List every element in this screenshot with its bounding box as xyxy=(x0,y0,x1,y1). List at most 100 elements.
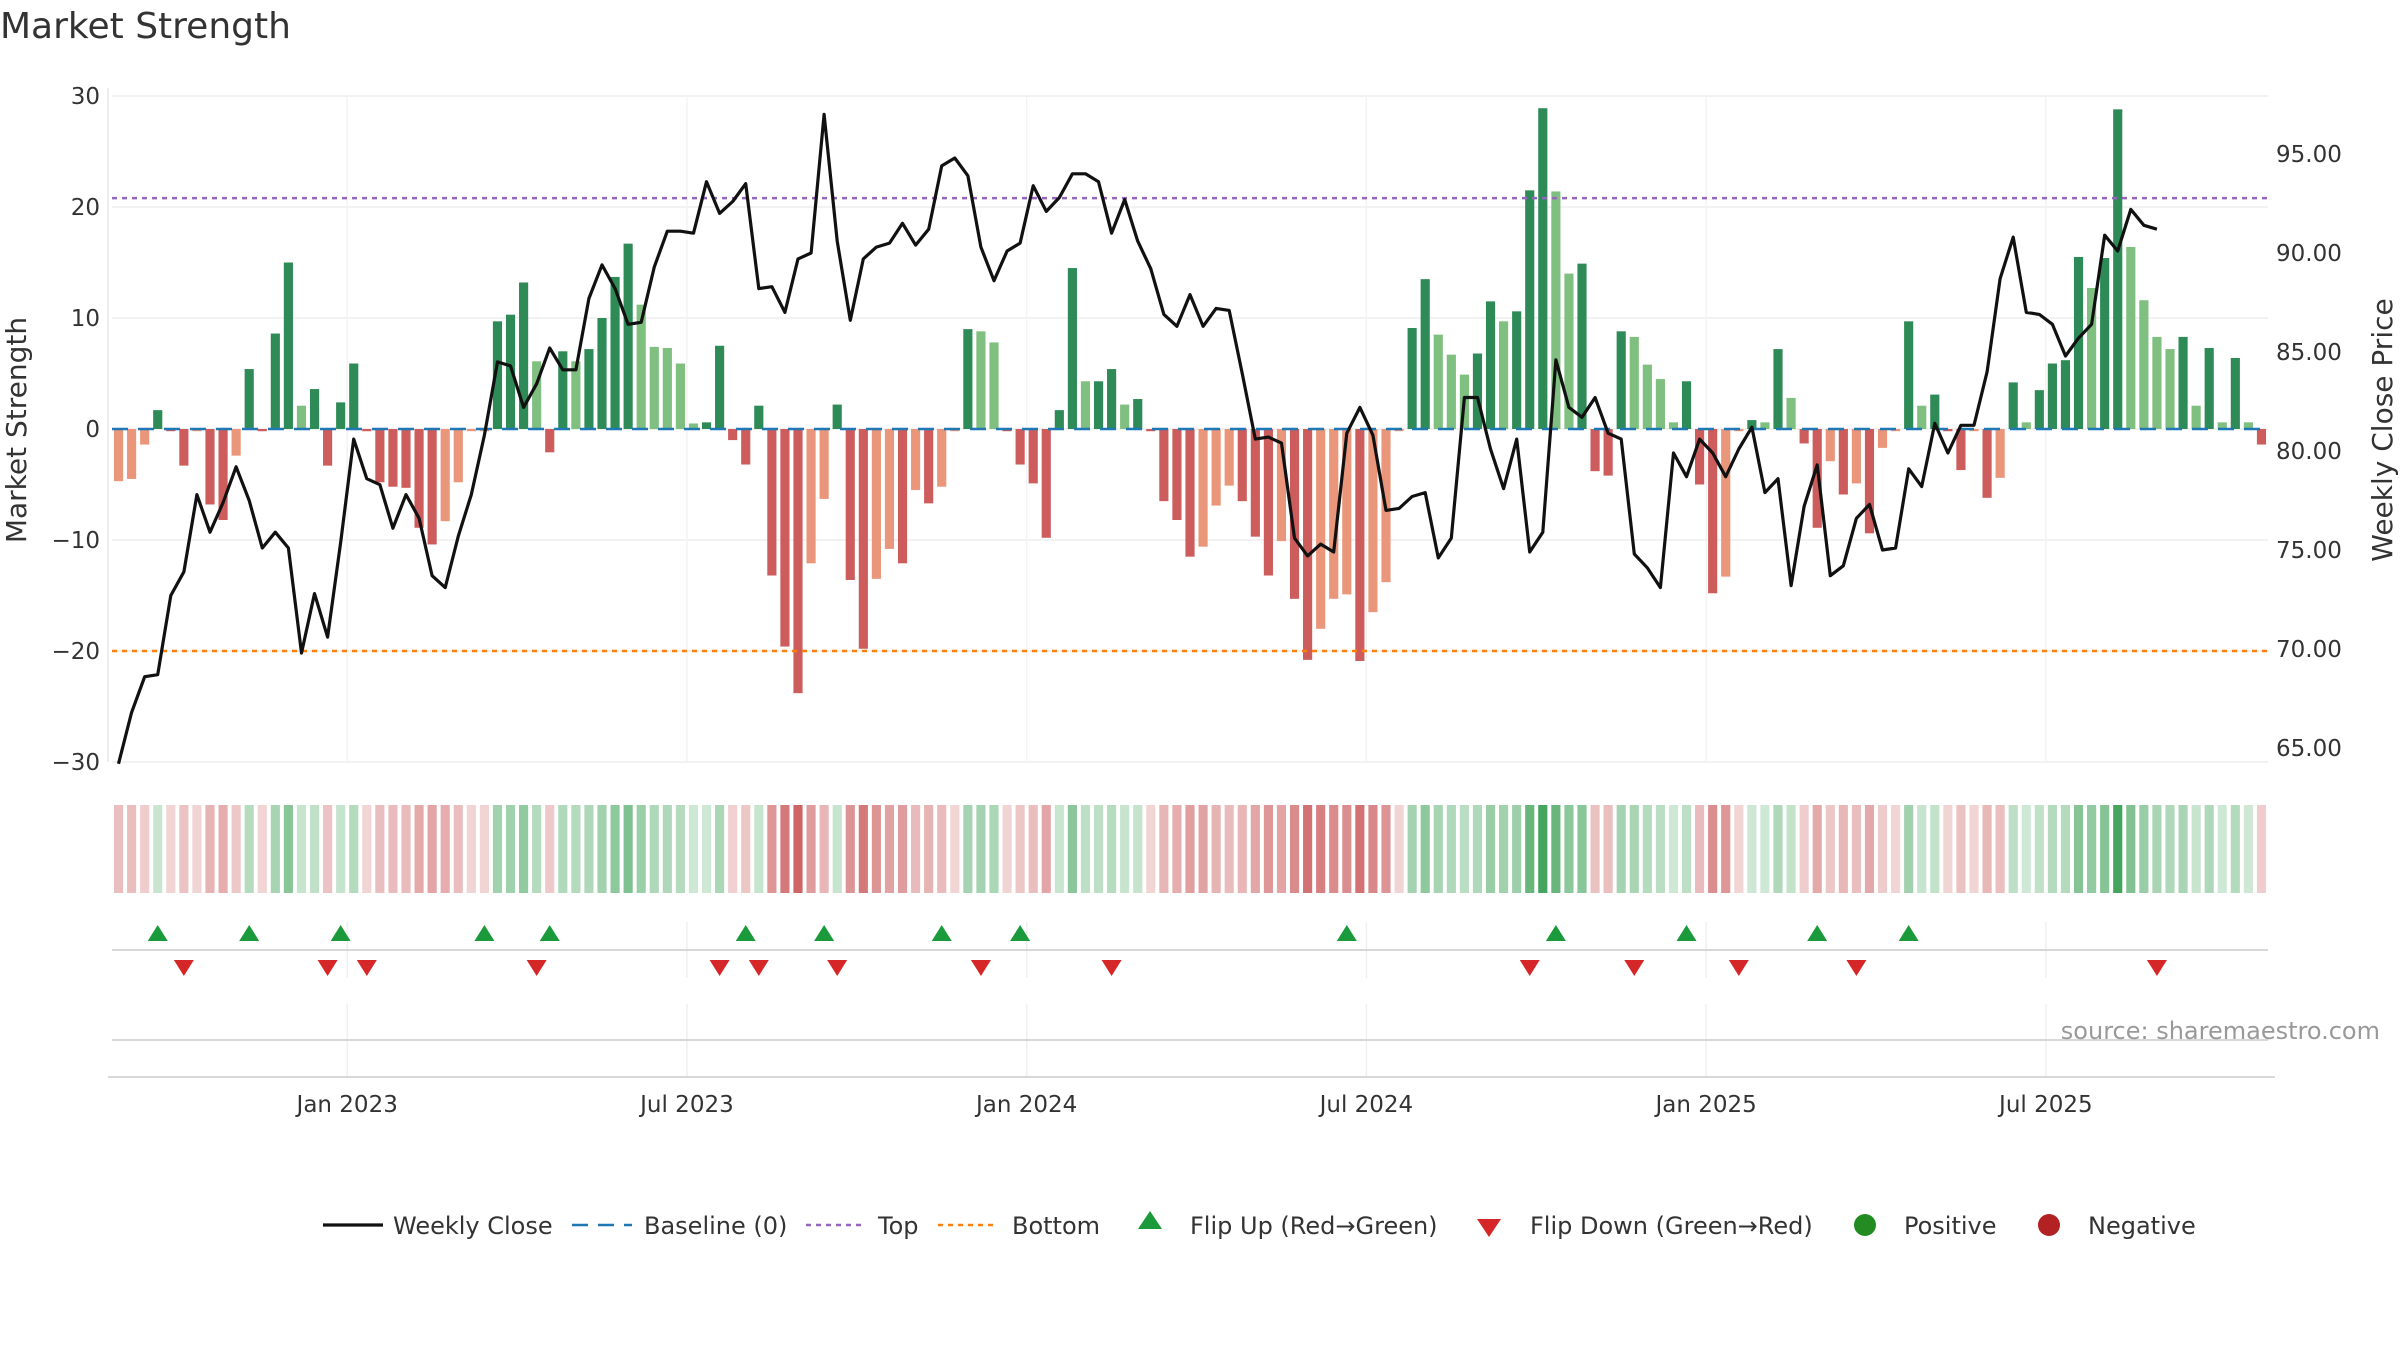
heat-cell xyxy=(1877,805,1888,893)
strength-bar xyxy=(832,404,842,429)
heat-cell xyxy=(610,805,620,893)
heat-cell xyxy=(1786,805,1796,893)
strength-bar xyxy=(662,347,672,429)
legend-label: Top xyxy=(877,1212,919,1240)
heat-cell xyxy=(1407,805,1417,893)
heat-cell xyxy=(113,805,124,893)
heat-cell xyxy=(336,805,346,893)
heat-cell xyxy=(1342,805,1352,893)
strength-bar xyxy=(1982,429,1992,498)
heat-cell xyxy=(1172,805,1182,893)
strength-bar xyxy=(1224,429,1234,486)
strength-bar xyxy=(2191,405,2201,429)
heat-cell xyxy=(2113,805,2123,893)
heat-cell xyxy=(793,805,803,893)
weekly-close-line-group xyxy=(116,112,2158,765)
heat-cell xyxy=(1237,805,1247,893)
y-tick-label: 10 xyxy=(71,306,100,332)
flip-up-marker xyxy=(330,925,351,941)
heat-cell xyxy=(2204,805,2214,893)
strength-bar xyxy=(2100,258,2110,429)
heat-cell xyxy=(492,805,503,893)
flip-down-marker xyxy=(1846,960,1867,976)
flip-down-marker xyxy=(2146,960,2167,976)
strength-bar xyxy=(963,329,973,429)
strength-bar xyxy=(1708,429,1718,594)
strength-bar xyxy=(1211,429,1221,506)
strength-bar xyxy=(427,429,437,545)
heat-cell xyxy=(976,805,986,893)
strength-bar xyxy=(858,429,868,649)
strength-bar xyxy=(1407,327,1417,429)
heat-cell xyxy=(1603,805,1613,893)
strength-bar xyxy=(1760,422,1770,429)
heat-cell xyxy=(1851,805,1861,893)
heat-cell xyxy=(597,805,607,893)
flip-down-marker xyxy=(748,960,769,976)
heat-cell xyxy=(584,805,594,893)
heat-cell xyxy=(1041,805,1051,893)
strength-bar xyxy=(2060,360,2071,429)
heat-cell xyxy=(2126,805,2136,893)
heat-cell xyxy=(1093,805,1104,893)
legend-label: Bottom xyxy=(1012,1212,1100,1240)
heat-cell xyxy=(153,805,163,893)
legend-swatch xyxy=(1138,1211,1162,1229)
x-tick-label: Jan 2023 xyxy=(295,1092,398,1118)
strength-bar xyxy=(1681,381,1692,429)
heat-cell xyxy=(1146,805,1156,893)
heat-cell xyxy=(1067,805,1077,893)
strength-bar xyxy=(1603,429,1613,476)
legend-swatch xyxy=(2038,1214,2060,1236)
heat-cell xyxy=(127,805,137,893)
y-tick-label: 0 xyxy=(85,417,100,443)
strength-bar xyxy=(1015,429,1025,465)
strength-bar xyxy=(1747,420,1757,429)
heat-cell xyxy=(989,805,999,893)
flip-down-marker xyxy=(1624,960,1645,976)
strength-bar xyxy=(1485,301,1496,429)
strength-bar xyxy=(2073,256,2084,429)
legend-item: Weekly Close xyxy=(323,1212,553,1240)
flip-up-marker xyxy=(474,925,495,941)
strength-bar xyxy=(1930,394,1940,429)
strength-bar xyxy=(1080,381,1091,429)
heat-cell xyxy=(924,805,934,893)
strength-bar xyxy=(649,346,659,429)
heat-cell xyxy=(270,805,280,893)
heat-cell xyxy=(871,805,881,893)
strength-bar xyxy=(937,429,947,487)
heat-cell xyxy=(1472,805,1483,893)
heat-cell xyxy=(701,805,712,893)
strength-bar xyxy=(2230,357,2240,429)
y-axis-title: Market Strength xyxy=(0,317,33,543)
heat-cell xyxy=(2087,805,2097,893)
heat-cell xyxy=(1185,805,1195,893)
legend-label: Positive xyxy=(1904,1212,1997,1240)
heat-cell xyxy=(2100,805,2110,893)
strength-bar xyxy=(2243,422,2253,429)
flip-up-marker xyxy=(1010,925,1031,941)
y-tick-label: −10 xyxy=(51,528,100,554)
strength-bar xyxy=(1303,429,1313,660)
heat-cell xyxy=(963,805,973,893)
heat-cell xyxy=(2152,805,2162,893)
strength-bar xyxy=(440,429,450,522)
y2-tick-label: 85.00 xyxy=(2276,340,2342,366)
strength-bar xyxy=(323,429,333,466)
heat-cell xyxy=(937,805,947,893)
heat-cell xyxy=(2178,805,2188,893)
strength-bar xyxy=(336,402,346,429)
heat-cell xyxy=(1289,805,1300,893)
strength-bar xyxy=(453,429,463,483)
strength-bar xyxy=(1093,381,1104,429)
heat-cell xyxy=(140,805,150,893)
heat-cell xyxy=(2243,805,2253,893)
strength-bar xyxy=(218,429,228,521)
strength-bar xyxy=(675,363,685,429)
strength-bar xyxy=(140,429,150,445)
strength-bar xyxy=(1917,405,1927,429)
heat-cell xyxy=(754,805,764,893)
strength-bar xyxy=(505,314,516,429)
strength-bar xyxy=(375,429,385,483)
